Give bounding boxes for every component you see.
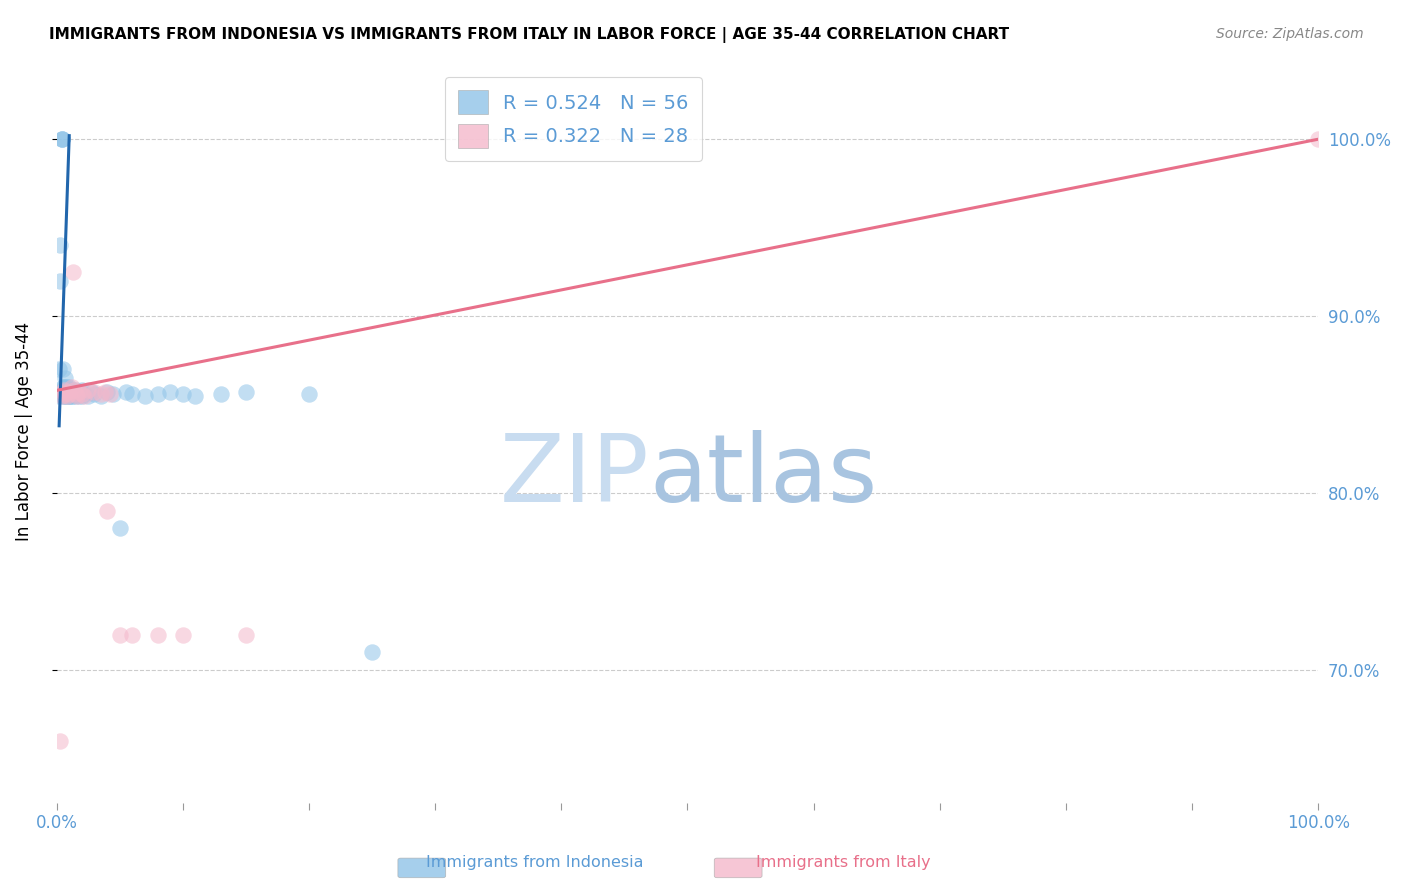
Point [96, 504, 118, 518]
Point [298, 387, 321, 401]
Point [58, 380, 80, 394]
Point [134, 389, 156, 403]
Point [51, 389, 73, 403]
Point [53, 384, 76, 398]
Point [58, 389, 80, 403]
Point [70, 389, 93, 403]
Point [62, 265, 84, 279]
Point [53, 380, 76, 394]
Text: Source: ZipAtlas.com: Source: ZipAtlas.com [1216, 27, 1364, 41]
Point [172, 627, 194, 641]
Point [56, 385, 79, 400]
Point [58, 387, 80, 401]
Point [58, 384, 80, 398]
Point [73, 389, 96, 403]
Point [49, 733, 72, 747]
Point [115, 385, 138, 400]
Point [51, 132, 73, 146]
Point [62, 387, 84, 401]
Point [96, 385, 118, 400]
Point [98, 387, 121, 401]
Point [56, 389, 79, 403]
Point [159, 385, 181, 400]
Point [48, 389, 70, 403]
Point [55, 387, 77, 401]
Point [63, 384, 86, 398]
Point [172, 387, 194, 401]
Point [83, 387, 105, 401]
Point [146, 627, 169, 641]
Point [53, 389, 76, 403]
Point [67, 385, 90, 400]
Point [93, 385, 115, 400]
Point [67, 387, 90, 401]
Y-axis label: In Labor Force | Age 35-44: In Labor Force | Age 35-44 [15, 321, 32, 541]
Point [52, 389, 75, 403]
Text: IMMIGRANTS FROM INDONESIA VS IMMIGRANTS FROM ITALY IN LABOR FORCE | AGE 35-44 CO: IMMIGRANTS FROM INDONESIA VS IMMIGRANTS … [49, 27, 1010, 43]
Point [51, 132, 73, 146]
Point [77, 389, 100, 403]
Point [184, 389, 207, 403]
Point [59, 387, 82, 401]
Point [49, 238, 72, 252]
Point [108, 521, 131, 535]
Point [48, 362, 70, 376]
Point [60, 389, 83, 403]
Point [65, 384, 87, 398]
Point [60, 380, 83, 394]
Point [55, 389, 77, 403]
Text: Immigrants from Indonesia: Immigrants from Indonesia [426, 855, 643, 870]
Text: atlas: atlas [650, 430, 877, 522]
Text: ZIP: ZIP [501, 430, 650, 522]
Point [69, 385, 91, 400]
Point [62, 389, 84, 403]
Legend: R = 0.524   N = 56, R = 0.322   N = 28: R = 0.524 N = 56, R = 0.322 N = 28 [444, 77, 702, 161]
Point [59, 389, 82, 403]
Point [121, 387, 143, 401]
Point [63, 385, 86, 400]
Point [108, 627, 131, 641]
Point [77, 384, 100, 398]
Point [65, 387, 87, 401]
Point [235, 627, 257, 641]
Point [235, 385, 257, 400]
Point [146, 387, 169, 401]
Point [121, 627, 143, 641]
Point [55, 389, 77, 403]
Point [67, 389, 90, 403]
Point [55, 389, 77, 403]
Point [49, 274, 72, 288]
Point [66, 389, 89, 403]
Point [209, 387, 232, 401]
Point [103, 387, 125, 401]
Point [55, 371, 77, 385]
Point [73, 387, 96, 401]
Point [55, 380, 77, 394]
Point [51, 132, 73, 146]
Text: Immigrants from Italy: Immigrants from Italy [756, 855, 931, 870]
Point [56, 384, 79, 398]
Point [90, 387, 112, 401]
Point [1308, 132, 1330, 146]
Point [52, 380, 75, 394]
Point [70, 384, 93, 398]
Point [65, 389, 87, 403]
Point [52, 362, 75, 376]
Point [80, 385, 103, 400]
Point [70, 387, 93, 401]
Point [52, 385, 75, 400]
Point [361, 645, 384, 659]
Point [90, 389, 112, 403]
Point [55, 380, 77, 394]
Point [66, 385, 89, 400]
Point [83, 385, 105, 400]
Point [60, 384, 83, 398]
